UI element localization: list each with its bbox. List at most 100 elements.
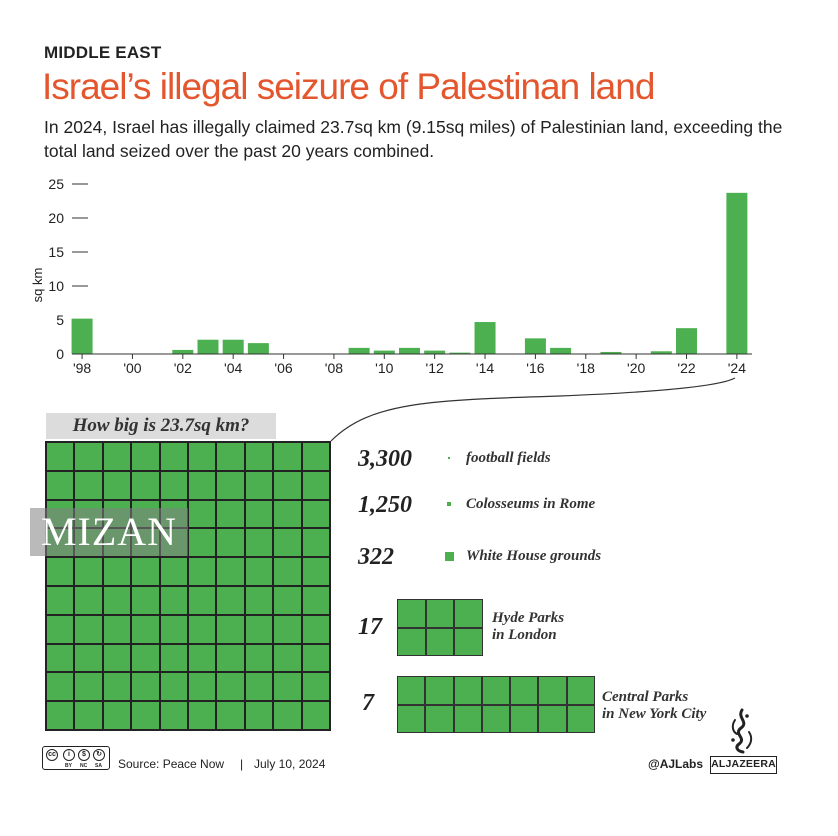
hyde-park-block xyxy=(455,628,482,655)
grid-cell xyxy=(188,529,216,557)
grid-cell xyxy=(302,673,329,701)
grid-cell xyxy=(188,558,216,585)
grid-cell xyxy=(47,443,74,470)
grid-cell xyxy=(188,702,216,729)
grid-cell xyxy=(47,702,74,729)
colosseums-label: Colosseums in Rome xyxy=(466,496,596,512)
aj-labs-handle: @AJLabs xyxy=(648,757,704,771)
hyde-parks-blocks xyxy=(397,599,483,656)
bar-2005 xyxy=(247,343,269,354)
grid-cell xyxy=(160,558,187,585)
y-tick-label: 10 xyxy=(48,278,64,294)
bar-2011 xyxy=(398,347,420,354)
grid-cell xyxy=(274,644,301,672)
grid-cell xyxy=(188,615,216,643)
x-tick-label: '24 xyxy=(728,360,746,376)
grid-cell xyxy=(132,471,159,499)
central-park-block xyxy=(482,705,510,732)
comparison-heading: How big is 23.7sq km? xyxy=(46,413,276,439)
grid-cell xyxy=(188,673,216,701)
grid-cell xyxy=(217,558,244,585)
bar-2013 xyxy=(449,352,471,354)
grid-cell xyxy=(245,558,273,585)
cc-nc-label: NC xyxy=(80,763,88,769)
white-house-square xyxy=(445,552,454,561)
grid-cell xyxy=(75,673,102,701)
grid-cell xyxy=(274,615,301,643)
grid-cell xyxy=(245,615,273,643)
y-tick-label: 5 xyxy=(56,312,64,328)
central-park-block xyxy=(511,705,538,732)
footer-separator: | xyxy=(240,757,244,771)
grid-cell xyxy=(274,586,301,614)
grid-cell xyxy=(217,702,244,729)
grid-cell xyxy=(75,702,102,729)
grid-cell xyxy=(47,558,74,585)
grid-cell xyxy=(132,702,159,729)
x-tick-label: '00 xyxy=(123,360,141,376)
y-tick-label: 15 xyxy=(48,244,64,260)
bar-chart: 0 5 10 15 20 25 sq km '98 '00 '02 '04 '06 '08 '10 '12 '… xyxy=(30,176,752,376)
grid-cell xyxy=(160,443,187,470)
x-tick-label: '22 xyxy=(677,360,695,376)
hyde-parks-label-line2: in London xyxy=(492,627,557,643)
hyde-park-block xyxy=(426,600,454,627)
x-tick-label: '08 xyxy=(325,360,343,376)
central-parks-label-line2: in New York City xyxy=(602,706,707,722)
central-park-block xyxy=(454,705,481,732)
grid-cell xyxy=(274,702,301,729)
x-tick-label: '02 xyxy=(174,360,192,376)
bar-2024 xyxy=(726,192,748,354)
central-parks-label-line1: Central Parks xyxy=(602,689,689,705)
grid-cell xyxy=(75,558,102,585)
central-park-block xyxy=(398,705,425,732)
grid-cell xyxy=(245,471,273,499)
grid-cell xyxy=(132,586,159,614)
white-house-count: 322 xyxy=(358,544,394,570)
bar-2004 xyxy=(222,339,244,354)
grid-cell xyxy=(245,673,273,701)
grid-cell xyxy=(160,471,187,499)
cc-by-label: BY xyxy=(65,763,72,769)
y-axis-label: sq km xyxy=(30,268,45,303)
grid-cell xyxy=(217,615,244,643)
grid-cell xyxy=(302,443,329,470)
central-park-block xyxy=(539,705,566,732)
date-text: July 10, 2024 xyxy=(254,757,326,771)
grid-cell xyxy=(245,529,273,557)
grid-cell xyxy=(302,500,329,528)
grid-cell xyxy=(47,615,74,643)
grid-cell xyxy=(103,586,131,614)
grid-cell xyxy=(217,443,244,470)
x-tick-label: '18 xyxy=(577,360,595,376)
section-kicker: MIDDLE EAST xyxy=(44,43,162,62)
grid-cell xyxy=(160,702,187,729)
y-tick-label: 20 xyxy=(48,210,64,226)
aljazeera-logo: ALJAZEERA xyxy=(710,756,777,774)
grid-cell xyxy=(75,615,102,643)
central-park-block xyxy=(567,677,594,704)
y-tick-label: 25 xyxy=(48,176,64,192)
watermark-logo: MIZAN xyxy=(30,508,188,556)
grid-cell xyxy=(47,586,74,614)
grid-cell xyxy=(274,529,301,557)
grid-cell xyxy=(188,586,216,614)
aljazeera-calligraphy-icon xyxy=(731,708,753,754)
bar-2010 xyxy=(373,350,395,354)
bar-2017 xyxy=(550,347,572,354)
grid-cell xyxy=(245,443,273,470)
grid-cell xyxy=(188,644,216,672)
area-grid xyxy=(45,441,331,731)
central-park-block xyxy=(482,677,510,704)
football-fields-count: 3,300 xyxy=(358,446,412,472)
bar-2009 xyxy=(348,347,370,354)
grid-cell xyxy=(47,673,74,701)
grid-cell xyxy=(302,558,329,585)
white-house-label: White House grounds xyxy=(466,548,602,564)
bar-2019 xyxy=(600,351,622,354)
grid-cell xyxy=(302,586,329,614)
grid-cell xyxy=(132,673,159,701)
colosseum-square xyxy=(447,502,451,506)
x-tick-label: '20 xyxy=(627,360,645,376)
colosseums-count: 1,250 xyxy=(358,492,412,518)
